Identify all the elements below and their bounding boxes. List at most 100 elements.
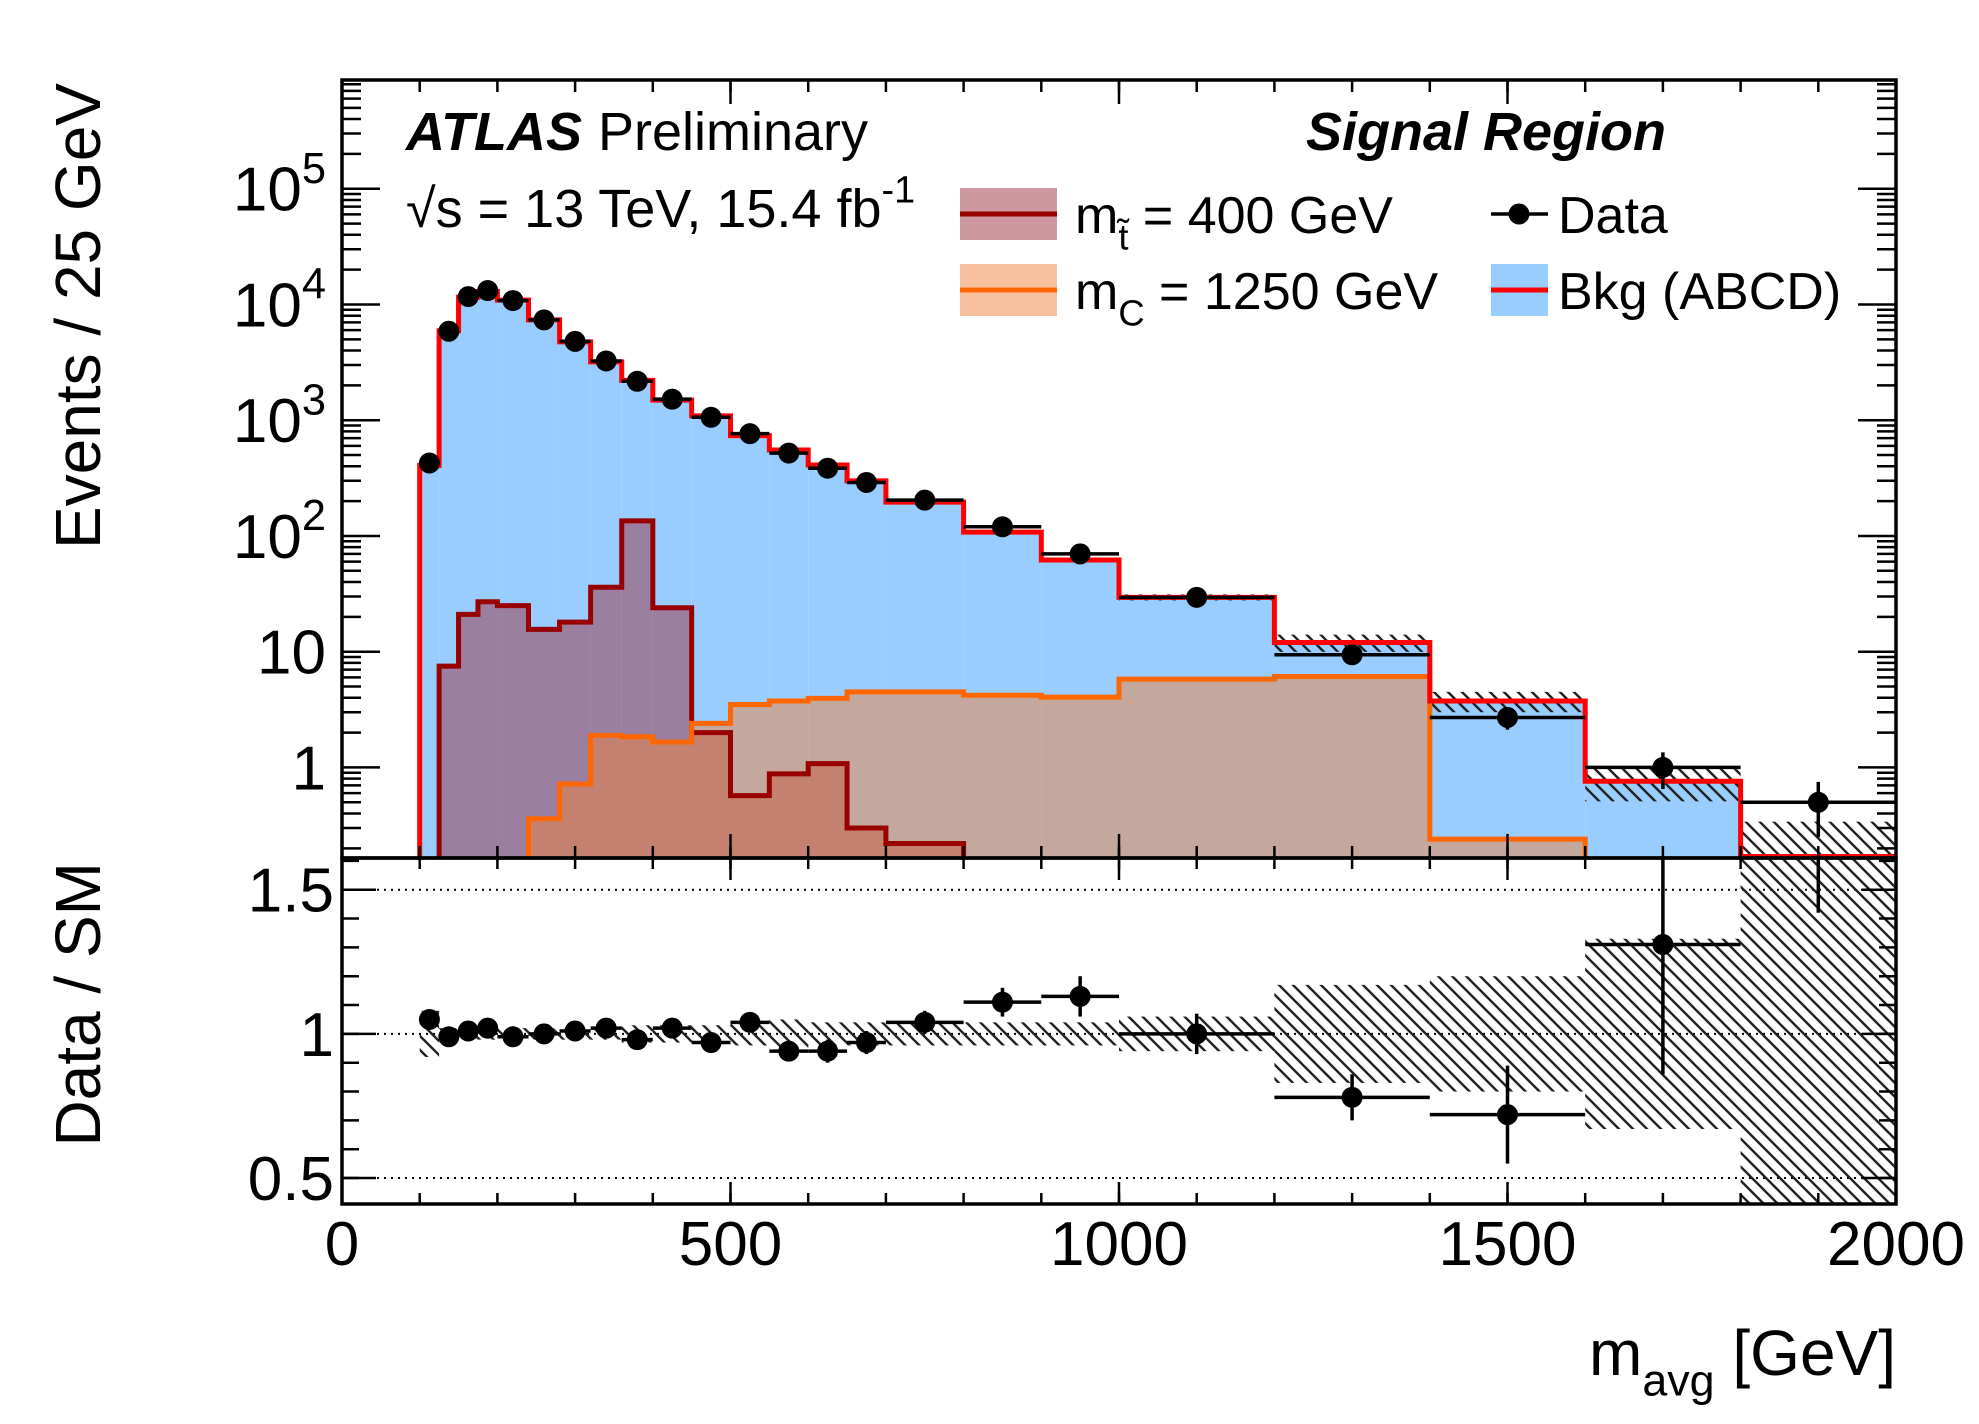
histogram-bin [1274, 676, 1430, 858]
histogram-bin [590, 735, 622, 858]
text-segment: m [1075, 263, 1118, 321]
data-point [1652, 756, 1674, 778]
text-segment: C [1118, 293, 1144, 334]
histogram-bin [847, 691, 886, 858]
ratio-point [1069, 985, 1091, 1007]
y-tick-label: 105 [233, 145, 326, 225]
text-segment: m [1075, 187, 1118, 245]
ratio-uncertainty-band [730, 1022, 770, 1046]
text-segment: 4 [302, 261, 326, 309]
ratio-point [1186, 1023, 1208, 1045]
legend-label: mt̃ = 400 GeV [1075, 187, 1393, 258]
histogram-bin [621, 736, 653, 858]
ratio-uncertainty-band [1041, 1022, 1119, 1046]
legend-marker [1508, 203, 1530, 225]
y-tick-label: 102 [233, 492, 326, 572]
data-point [564, 330, 586, 352]
text-segment: -1 [882, 170, 916, 212]
text-segment: m [1589, 1317, 1642, 1389]
ratio-point [661, 1017, 683, 1039]
histogram-bin [691, 723, 731, 858]
histogram-bin [808, 698, 848, 858]
energy-label: √s = 13 TeV, 15.4 fb-1 [406, 170, 915, 239]
histogram-bin [885, 691, 964, 858]
legend-label: Data [1558, 187, 1668, 245]
histogram-bin [1119, 679, 1275, 858]
ratio-point [418, 1008, 440, 1030]
y-tick-label: 104 [233, 261, 326, 341]
ratio-point [1652, 934, 1674, 955]
ratio-point [502, 1026, 524, 1048]
text-segment: 5 [302, 145, 326, 193]
ratio-point [778, 1040, 800, 1062]
data-point [595, 350, 617, 372]
x-tick-label: 1000 [1050, 1210, 1188, 1279]
ratio-point [1497, 1104, 1518, 1126]
data-point [778, 442, 800, 464]
histogram-bin [419, 465, 440, 858]
data-point [855, 471, 877, 493]
text-segment: = 400 GeV [1128, 187, 1393, 245]
x-tick-label: 1500 [1439, 1210, 1577, 1279]
ratio-point [991, 991, 1013, 1013]
data-point [533, 309, 555, 331]
ratio-point [477, 1017, 499, 1039]
region-label: Signal Region [1306, 102, 1666, 162]
x-tick-label: 2000 [1827, 1210, 1965, 1279]
ratio-uncertainty-band [963, 1022, 1042, 1046]
data-point [700, 406, 722, 428]
y-axis-title: Events / 25 GeV [42, 83, 114, 549]
legend-label: Bkg (ABCD) [1558, 263, 1841, 321]
legend-label: mC = 1250 GeV [1075, 263, 1438, 334]
text-segment: √s = 13 TeV, 15.4 fb [406, 179, 882, 239]
ratio-point [739, 1011, 761, 1033]
histogram-bin [769, 700, 809, 858]
histogram-bin [497, 605, 529, 858]
histogram-bin [1041, 697, 1119, 858]
ratio-point [626, 1029, 648, 1051]
text-segment: 10 [233, 387, 302, 456]
data-point [626, 370, 648, 392]
histogram-bin [458, 614, 478, 858]
histogram-bin [652, 741, 692, 858]
data-point [438, 320, 460, 342]
lower-plot-area [342, 858, 1896, 1204]
data-point [477, 280, 499, 302]
data-point [991, 516, 1013, 538]
histogram-bin [477, 601, 498, 858]
data-point [1069, 543, 1091, 565]
data-point [418, 452, 440, 474]
ratio-point [457, 1020, 479, 1042]
histogram-bin [528, 818, 560, 858]
data-point [661, 388, 683, 410]
x-axis-title: mavg [GeV] [1589, 1317, 1896, 1405]
text-segment: = 1250 GeV [1145, 263, 1439, 321]
data-point [1807, 791, 1829, 813]
data-point [739, 423, 761, 445]
data-point [817, 457, 839, 479]
y-tick-label: 103 [233, 376, 326, 456]
text-segment: 2 [302, 492, 326, 540]
ratio-uncertainty-band [1274, 984, 1430, 1083]
x-tick-label: 500 [679, 1210, 782, 1279]
histogram-bin [730, 704, 770, 858]
upper-plot-area [417, 280, 1896, 858]
ratio-point [914, 1011, 936, 1033]
histogram-bin [439, 666, 459, 858]
text-segment: 10 [233, 271, 302, 340]
ratio-uncertainty-band [1740, 858, 1896, 1204]
text-segment: 3 [302, 376, 326, 424]
ratio-point [817, 1040, 839, 1062]
ratio-point [533, 1023, 555, 1045]
data-point [502, 290, 524, 312]
text-segment: 10 [233, 156, 302, 225]
experiment-label: ATLAS [404, 102, 582, 162]
histogram-outline [436, 518, 967, 858]
y-tick-label: 1.5 [248, 857, 334, 926]
data-point [1497, 707, 1518, 729]
ratio-uncertainty-band [808, 1022, 848, 1046]
text-segment: avg [1642, 1355, 1714, 1405]
